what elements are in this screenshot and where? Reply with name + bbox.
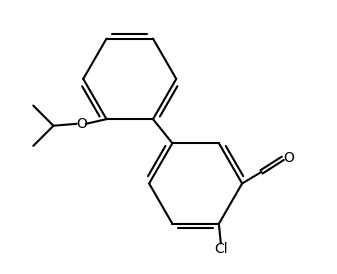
Text: O: O [283, 151, 294, 165]
Text: Cl: Cl [214, 242, 227, 256]
Text: O: O [76, 117, 87, 131]
